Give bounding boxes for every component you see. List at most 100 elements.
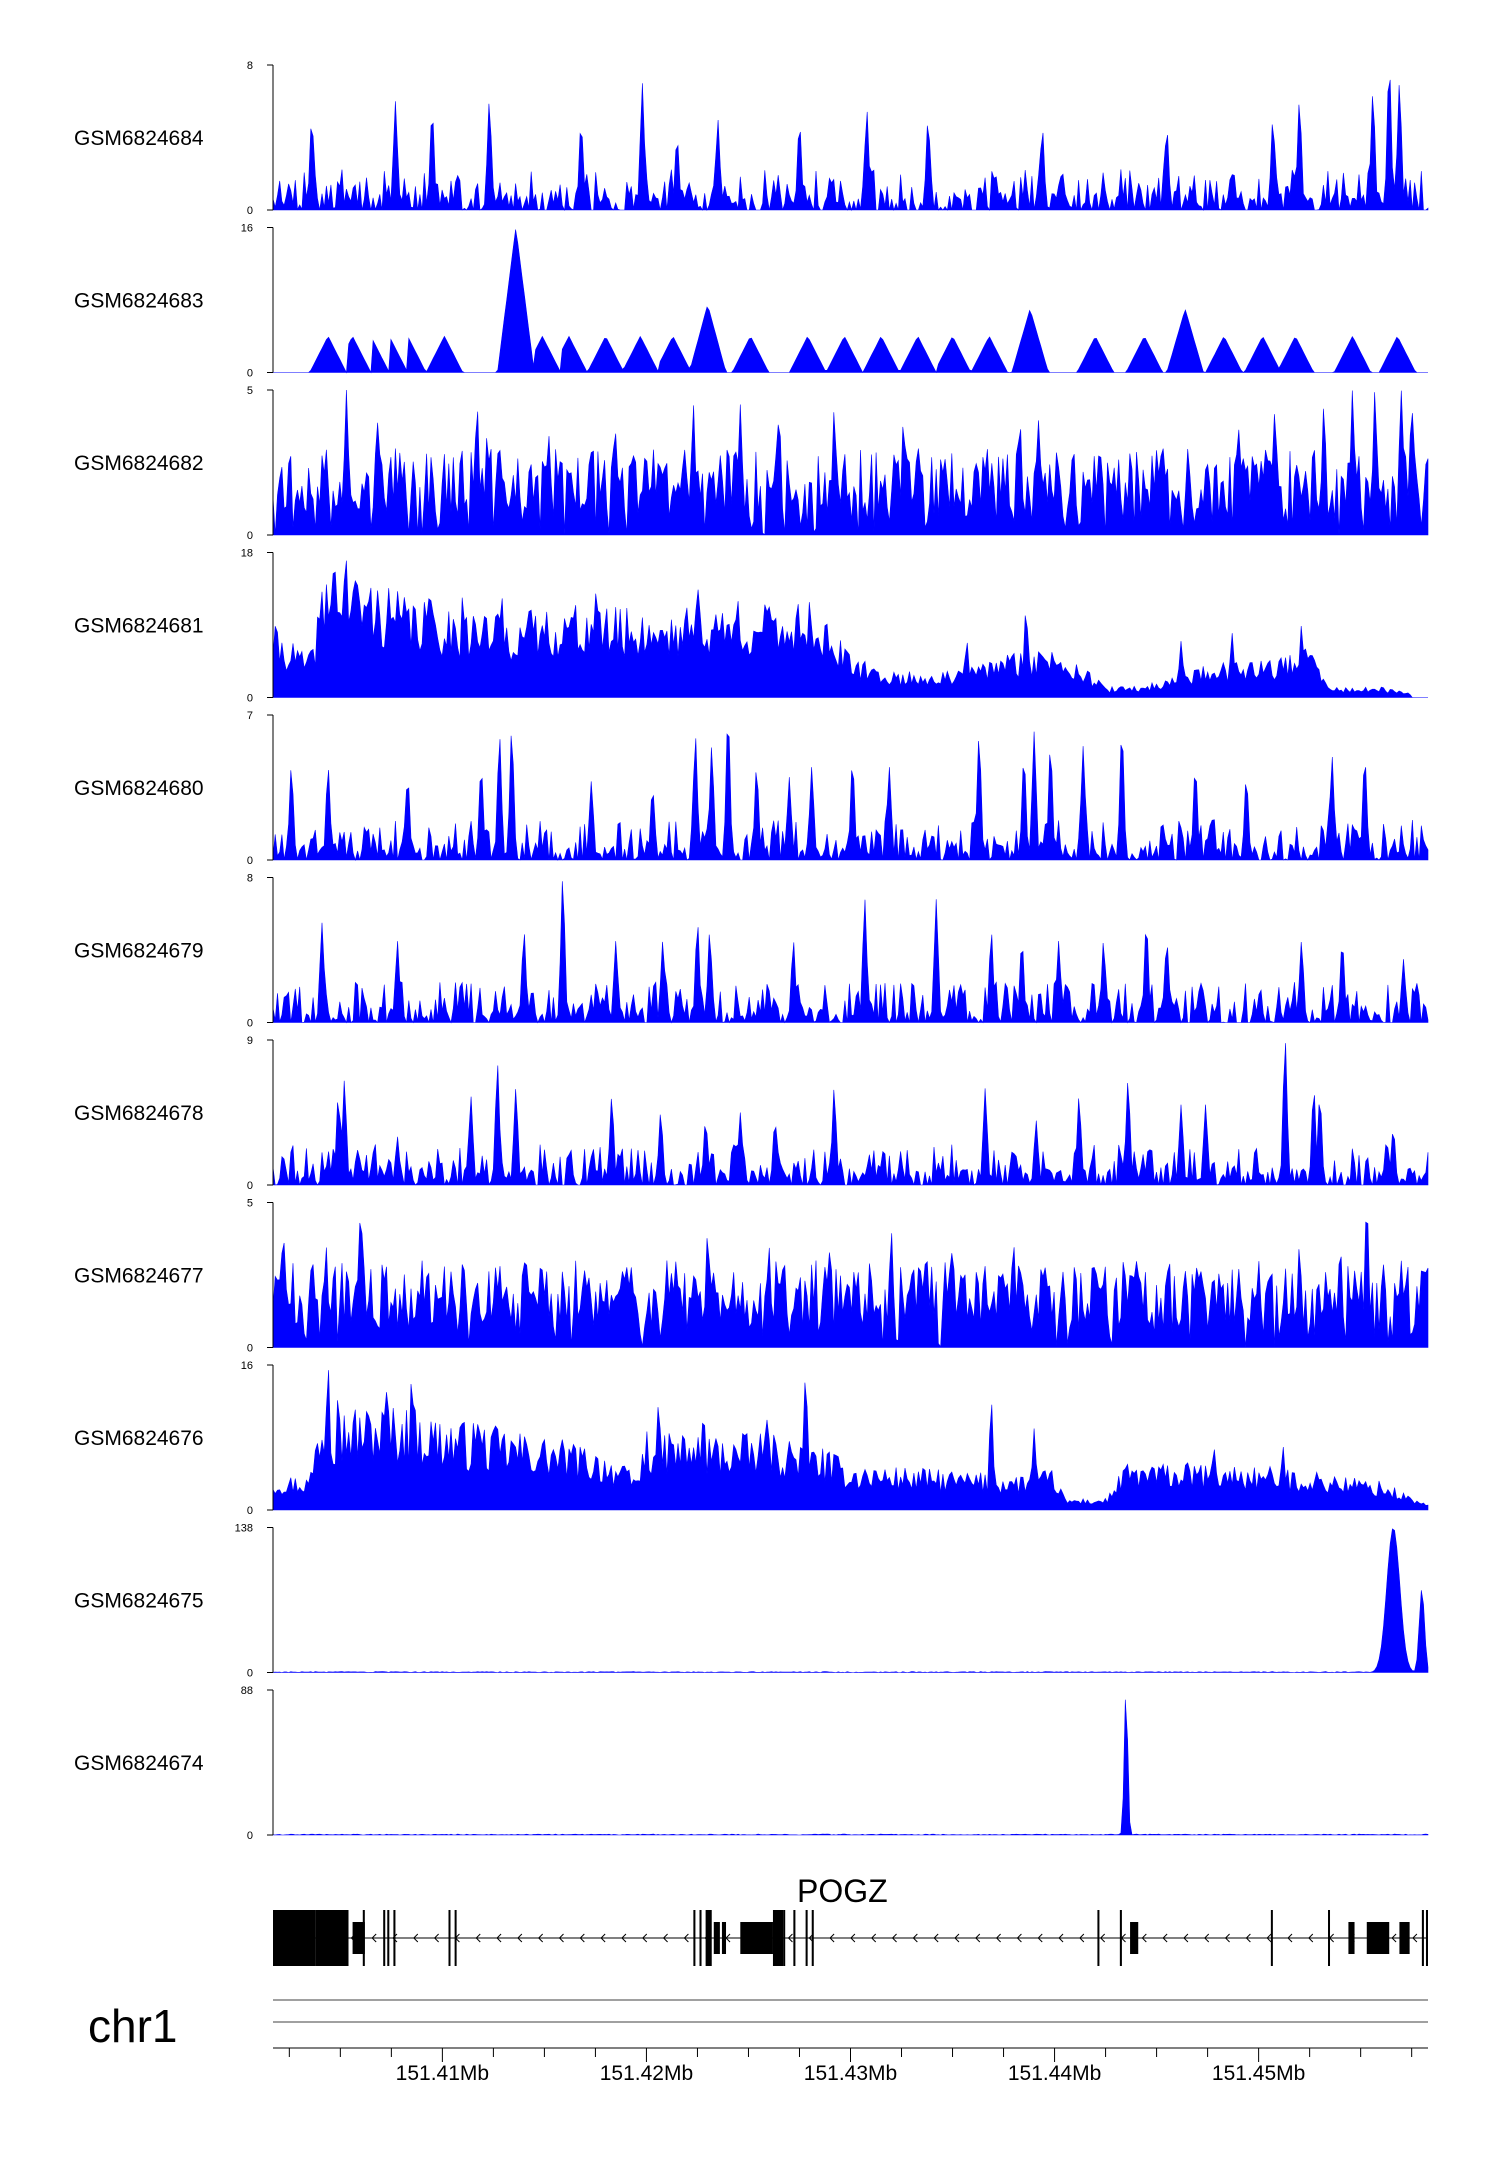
y-tick-label-max: 16 [241, 1360, 253, 1372]
strand-arrow [871, 1933, 877, 1943]
track-label: GSM6824675 [74, 1590, 204, 1613]
strand-arrow [642, 1933, 648, 1943]
track-label: GSM6824677 [74, 1265, 204, 1288]
strand-arrow [621, 1933, 627, 1943]
strand-arrow [600, 1933, 606, 1943]
exon-block [362, 1910, 365, 1966]
coverage-area [272, 560, 1428, 698]
exon-block [811, 1910, 814, 1966]
y-tick-label-max: 8 [247, 873, 253, 885]
strand-arrow [475, 1933, 481, 1943]
strand-arrow [850, 1933, 856, 1943]
exon-block [1348, 1922, 1355, 1954]
strand-arrow [912, 1933, 918, 1943]
strand-arrow [537, 1933, 544, 1943]
x-tick-label: 151.43Mb [804, 2062, 897, 2085]
y-tick-label-min: 0 [247, 1018, 253, 1030]
coverage-area [272, 1699, 1429, 1836]
track-GSM6824682: 5 0 GSM6824682 [74, 385, 1429, 542]
exon-block [383, 1910, 386, 1966]
strand-arrow [371, 1933, 377, 1943]
track-GSM6824676: 16 0 GSM6824676 [74, 1360, 1429, 1517]
strand-arrow [1162, 1933, 1168, 1943]
coverage-area [272, 389, 1429, 536]
track-label: GSM6824682 [74, 452, 204, 475]
y-tick-label-min: 0 [247, 1180, 253, 1192]
exon-block [1097, 1910, 1100, 1966]
track-GSM6824684: 8 0 GSM6824684 [74, 60, 1429, 217]
strand-arrow [1287, 1933, 1293, 1943]
strand-arrow [1308, 1933, 1314, 1943]
chromosome-ideogram: chr1 [88, 1999, 1428, 2052]
exon-block [721, 1922, 727, 1954]
track-GSM6824674: 88 0 GSM6824674 [74, 1685, 1429, 1842]
y-tick-label-max: 88 [241, 1685, 253, 1697]
y-tick-label-max: 8 [247, 60, 253, 72]
exon-block [713, 1922, 720, 1954]
exon-block [793, 1910, 796, 1966]
strand-arrow [1016, 1933, 1022, 1943]
strand-arrow [1204, 1933, 1210, 1943]
exon-block [740, 1922, 773, 1954]
y-tick-label-min: 0 [247, 530, 253, 542]
strand-arrow [517, 1933, 523, 1943]
track-GSM6824675: 138 0 GSM6824675 [74, 1523, 1429, 1680]
exon-block [352, 1922, 365, 1954]
y-tick-label-max: 7 [247, 710, 253, 722]
x-tick-label: 151.41Mb [396, 2062, 489, 2085]
y-tick-label-max: 5 [247, 1198, 253, 1210]
strand-arrow [579, 1933, 585, 1943]
strand-arrow [1245, 1933, 1251, 1943]
track-label: GSM6824683 [74, 290, 204, 313]
strand-arrow [787, 1933, 793, 1943]
strand-arrow [829, 1933, 835, 1943]
track-label: GSM6824679 [74, 940, 204, 963]
exon-block [1399, 1922, 1410, 1954]
y-tick-label-max: 9 [247, 1035, 253, 1047]
track-GSM6824679: 8 0 GSM6824679 [74, 873, 1429, 1030]
strand-arrow [1037, 1933, 1043, 1943]
exon-block [387, 1910, 390, 1966]
exon-block [705, 1910, 712, 1966]
strand-arrow [1058, 1933, 1064, 1943]
track-label: GSM6824676 [74, 1427, 204, 1450]
track-label: GSM6824674 [74, 1752, 204, 1775]
coverage-area [272, 881, 1429, 1024]
y-tick-label-min: 0 [247, 205, 253, 217]
strand-arrow [933, 1933, 939, 1943]
x-tick-label: 151.44Mb [1008, 2062, 1101, 2085]
strand-arrow [891, 1933, 897, 1943]
exon-block [693, 1910, 696, 1966]
y-tick-label-max: 5 [247, 385, 253, 397]
y-tick-label-min: 0 [247, 1505, 253, 1517]
exon-block [772, 1910, 784, 1966]
coverage-area [273, 229, 1428, 374]
x-tick-label: 151.45Mb [1212, 2062, 1305, 2085]
strand-arrow [558, 1933, 564, 1943]
coverage-area [272, 1528, 1429, 1673]
track-GSM6824677: 5 0 GSM6824677 [74, 1198, 1429, 1355]
exon-block [805, 1910, 808, 1966]
track-GSM6824681: 18 0 GSM6824681 [74, 548, 1428, 705]
x-tick-label: 151.42Mb [600, 2062, 693, 2085]
strand-arrow [662, 1933, 668, 1943]
strand-arrow [1391, 1933, 1397, 1943]
track-GSM6824680: 7 0 GSM6824680 [74, 710, 1429, 867]
y-tick-label-max: 16 [241, 223, 253, 235]
exon-block [393, 1910, 396, 1966]
strand-arrow [995, 1933, 1001, 1943]
strand-arrow [954, 1933, 960, 1943]
strand-arrow [433, 1933, 439, 1943]
track-label: GSM6824680 [74, 777, 204, 800]
exon-block [1119, 1910, 1122, 1966]
exon-block [699, 1910, 702, 1966]
strand-arrow [683, 1933, 689, 1943]
exon-block [1130, 1922, 1139, 1954]
track-label: GSM6824681 [74, 615, 204, 638]
strand-arrow [1266, 1933, 1272, 1943]
y-tick-label-min: 0 [247, 693, 253, 705]
track-GSM6824683: 16 0 GSM6824683 [74, 223, 1428, 380]
strand-arrow [413, 1933, 419, 1943]
strand-arrow [496, 1933, 502, 1943]
